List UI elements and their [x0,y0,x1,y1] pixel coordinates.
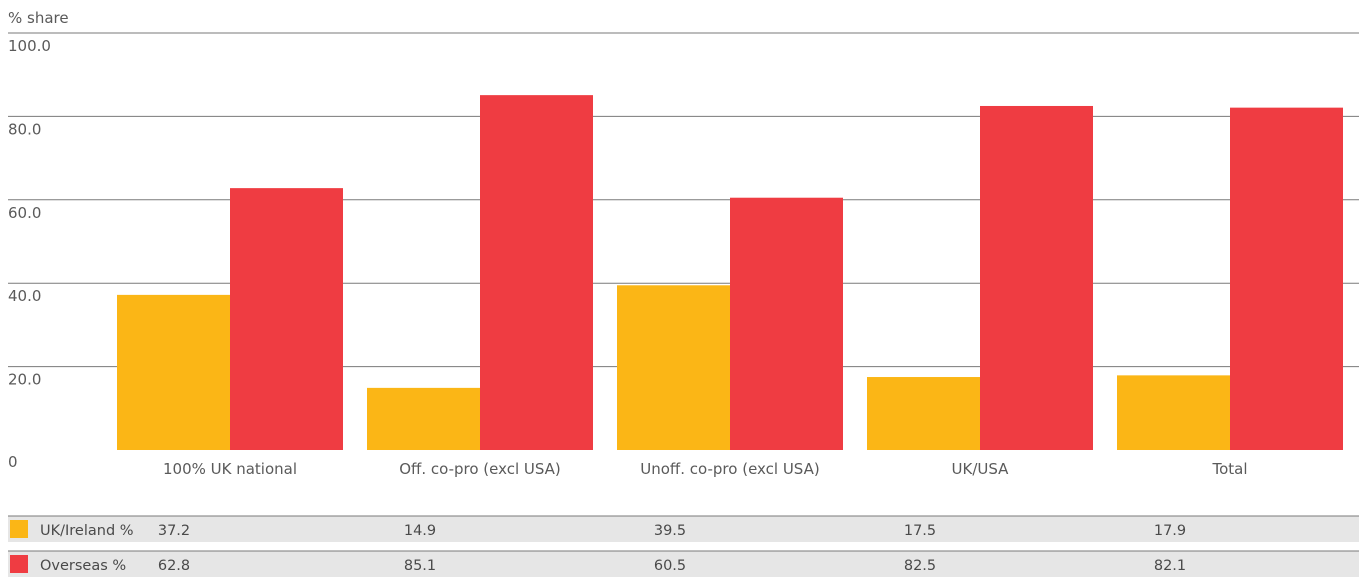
bar [1230,107,1343,450]
category-label: UK/USA [952,460,1010,478]
bar [867,377,980,450]
data-table: UK/Ireland % 37.2 14.9 39.5 17.5 17.9 Overseas… [8,515,1359,577]
category-labels: 100% UK national Off. co-pro (excl USA) Un… [163,460,1248,478]
table-value: 14.9 [404,523,436,539]
table-value: 60.5 [654,558,686,574]
category-label: 100% UK national [163,460,297,478]
legend-swatch [10,555,28,573]
category-label: Total [1211,460,1247,478]
y-tick-label: 20.0 [8,371,41,389]
table-value: 62.8 [158,558,190,574]
bars [117,95,1343,451]
bar [367,387,480,450]
bar [230,188,343,450]
bar [1117,375,1230,450]
legend-swatch [10,520,28,538]
table-value: 37.2 [158,523,190,539]
table-value: 82.1 [1154,558,1186,574]
category-label: Unoff. co-pro (excl USA) [640,460,819,478]
y-tick-label: 100.0 [8,37,51,55]
y-axis-label: % share [8,9,69,27]
y-tick-label: 60.0 [8,204,41,222]
bar [117,294,230,450]
table-value: 85.1 [404,558,436,574]
bar [980,105,1093,450]
table-row [8,516,1359,542]
y-tick-label: 80.0 [8,120,41,138]
table-value: 39.5 [654,523,686,539]
y-tick-labels: 100.0 80.0 60.0 40.0 20.0 0 [8,37,51,471]
bar [480,95,593,451]
category-label: Off. co-pro (excl USA) [399,460,561,478]
legend-label: UK/Ireland % [40,523,134,539]
legend-label: Overseas % [40,558,126,574]
y-tick-label: 40.0 [8,287,41,305]
bar [730,197,843,450]
y-tick-label: 0 [8,453,18,471]
bar [617,285,730,450]
table-row [8,551,1359,577]
table-value: 17.5 [904,523,936,539]
table-value: 82.5 [904,558,936,574]
table-value: 17.9 [1154,523,1186,539]
